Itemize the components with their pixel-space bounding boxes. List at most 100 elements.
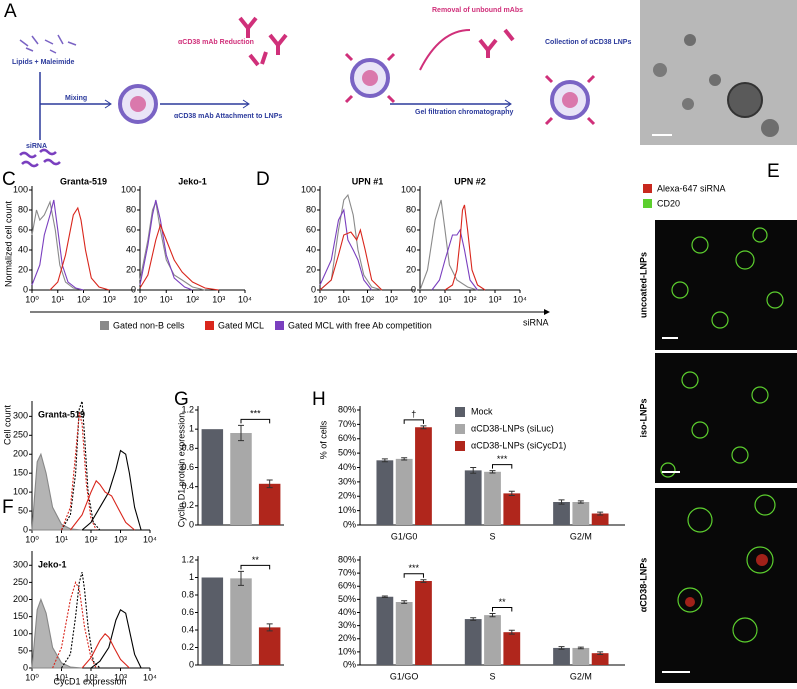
histogram-curve xyxy=(31,199,84,291)
panel-label: C xyxy=(2,169,16,190)
y-tick-label: 0.6 xyxy=(181,607,194,617)
y-tick-label: 0 xyxy=(23,524,28,534)
panel-label: H xyxy=(312,389,326,410)
histogram-curve xyxy=(61,571,101,669)
bar xyxy=(553,502,570,525)
y-tick-label: 0 xyxy=(189,659,194,669)
bar xyxy=(395,458,413,525)
bar xyxy=(230,578,252,665)
y-tick-label: 0 xyxy=(411,284,416,294)
y-tick-label: 0.4 xyxy=(181,624,194,634)
error-bar xyxy=(597,511,604,516)
x-tick-label: 10³ xyxy=(103,294,116,304)
bar xyxy=(258,483,281,525)
histogram-curve xyxy=(139,200,206,291)
y-tick-label: 100 xyxy=(301,184,316,194)
y-tick-label: 100 xyxy=(13,628,28,638)
y-tick-label: 40% xyxy=(338,462,356,472)
x-tick-label: G1/G0 xyxy=(391,531,418,541)
error-bar xyxy=(508,490,515,497)
x-tick-label: 10⁴ xyxy=(143,672,157,682)
y-tick-label: 1 xyxy=(189,572,194,582)
y-tick-label: 0 xyxy=(131,284,136,294)
y-tick-label: 0.8 xyxy=(181,443,194,453)
histogram-curve xyxy=(61,401,101,531)
chart-title: UPN #2 xyxy=(454,176,486,186)
y-tick-label: 250 xyxy=(13,430,28,440)
error-bar xyxy=(558,499,565,505)
histogram-curve xyxy=(31,200,84,291)
significance-label: *** xyxy=(250,409,261,419)
histogram-curve xyxy=(139,199,193,291)
histogram-curve xyxy=(49,206,110,291)
error-bar xyxy=(401,600,408,604)
histogram-curve xyxy=(139,223,219,291)
panel-label: F xyxy=(2,497,14,518)
x-tick-label: G2/M xyxy=(570,671,592,681)
histogram-curve xyxy=(31,597,83,669)
legend-swatch xyxy=(455,407,465,417)
y-tick-label: 80 xyxy=(306,204,316,214)
error-bar xyxy=(381,595,388,599)
diagram-label: Lipids + Maleimide xyxy=(12,59,75,66)
x-tick-label: 10² xyxy=(463,294,476,304)
histogram-curve xyxy=(419,199,478,291)
x-tick-label: 10² xyxy=(84,534,97,544)
y-tick-label: 200 xyxy=(13,449,28,459)
bar xyxy=(376,460,394,525)
y-tick-label: 1 xyxy=(189,424,194,434)
histogram-curve xyxy=(444,204,486,291)
arrow-head xyxy=(544,309,550,315)
y-tick-label: 20 xyxy=(306,264,316,274)
bar xyxy=(484,471,501,525)
significance-label: ** xyxy=(252,555,260,565)
x-tick-label: 10⁰ xyxy=(413,294,427,304)
row-label: αCD38-LNPs xyxy=(638,558,648,613)
legend-swatch xyxy=(100,321,109,330)
bar xyxy=(503,493,521,525)
bar xyxy=(376,596,394,665)
panel-label: D xyxy=(256,169,270,190)
bar xyxy=(464,619,482,665)
error-bar xyxy=(470,617,477,621)
bar xyxy=(201,429,224,525)
y-tick-label: 100 xyxy=(13,184,28,194)
y-tick-label: 300 xyxy=(13,560,28,570)
bar xyxy=(415,427,432,525)
x-tick-label: 10⁰ xyxy=(25,294,39,304)
x-tick-label: 10³ xyxy=(114,534,127,544)
significance-bracket xyxy=(240,564,271,570)
x-tick-label: 10⁰ xyxy=(133,294,147,304)
y-tick-label: 1.2 xyxy=(181,404,194,414)
bar xyxy=(201,577,224,665)
legend-swatch xyxy=(275,321,284,330)
lipid-icons xyxy=(19,34,77,54)
axis-label: siRNA xyxy=(523,317,549,327)
x-tick-label: 10³ xyxy=(385,294,398,304)
error-bar xyxy=(266,623,273,632)
error-bar xyxy=(470,467,477,474)
y-tick-label: 30% xyxy=(338,620,356,630)
significance-bracket xyxy=(492,607,513,612)
error-bar xyxy=(577,646,584,650)
y-tick-label: 20 xyxy=(126,264,136,274)
axis-label: % of cells xyxy=(318,420,328,459)
x-tick-label: G2/M xyxy=(570,531,592,541)
x-tick-label: 10⁰ xyxy=(25,534,39,544)
legend-label: αCD38-LNPs (siLuc) xyxy=(471,423,554,433)
y-tick-label: 50% xyxy=(338,448,356,458)
legend-label: CD20 xyxy=(657,198,680,208)
x-tick-label: 10⁰ xyxy=(25,672,39,682)
x-tick-label: 10¹ xyxy=(160,294,173,304)
y-tick-label: 1.2 xyxy=(181,554,194,564)
legend-label: αCD38-LNPs (siCycD1) xyxy=(471,440,566,450)
diagram-label: siRNA xyxy=(26,143,47,150)
error-bar xyxy=(401,457,408,461)
histogram-curve xyxy=(52,580,97,669)
arrow-head xyxy=(504,99,512,109)
y-tick-label: 0.2 xyxy=(181,500,194,510)
y-tick-label: 80 xyxy=(126,204,136,214)
error-bar xyxy=(508,629,515,635)
y-tick-label: 30% xyxy=(338,476,356,486)
panel-label: E xyxy=(767,161,780,182)
